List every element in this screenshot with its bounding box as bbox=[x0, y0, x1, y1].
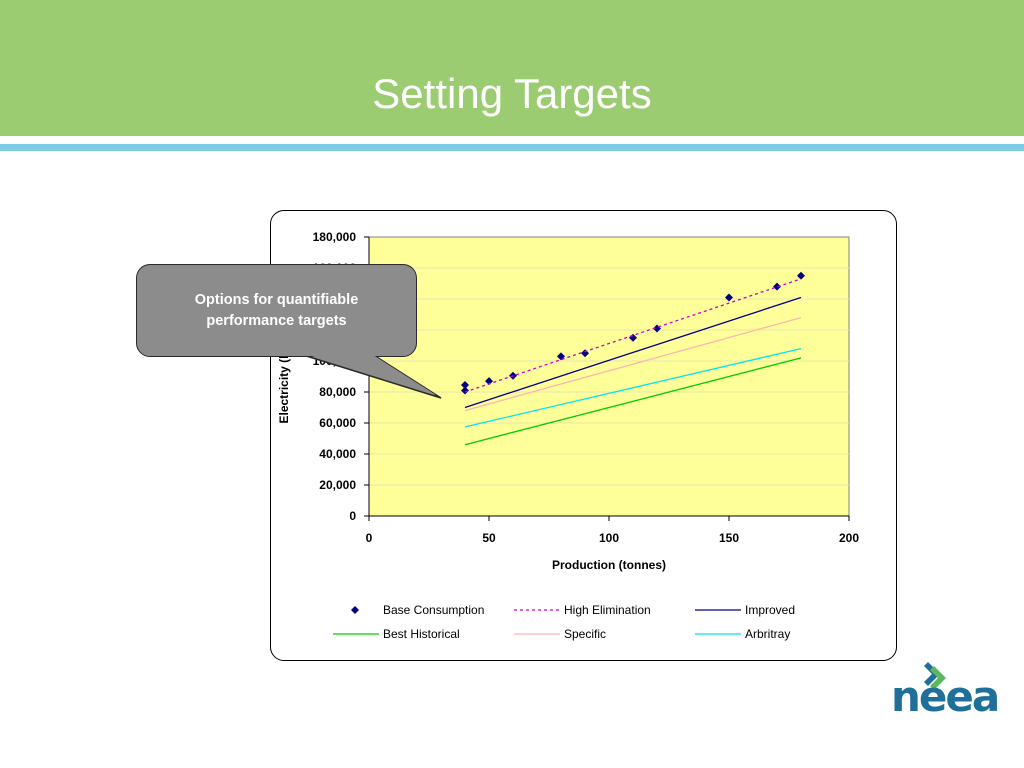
y-tick-label: 0 bbox=[349, 509, 356, 523]
header-band: Setting Targets bbox=[0, 0, 1024, 136]
data-point-base-consumption bbox=[461, 386, 469, 395]
data-point-base-consumption bbox=[725, 293, 733, 302]
neea-logo-icon bbox=[924, 662, 946, 690]
slide-title: Setting Targets bbox=[372, 70, 652, 117]
y-tick-label: 20,000 bbox=[319, 478, 356, 492]
legend-label-base-consumption: Base Consumption bbox=[383, 603, 484, 617]
series-line-improved bbox=[464, 296, 802, 409]
legend-label-arbritray: Arbritray bbox=[745, 627, 790, 641]
x-tick-label: 0 bbox=[366, 531, 373, 545]
x-tick-label: 50 bbox=[482, 531, 496, 545]
y-tick-label: 80,000 bbox=[319, 385, 356, 399]
series-line-high-elimination bbox=[464, 278, 802, 393]
y-tick-label: 40,000 bbox=[319, 447, 356, 461]
callout-text: Options for quantifiable performance tar… bbox=[194, 291, 359, 329]
series-line-arbritray bbox=[464, 347, 802, 428]
data-point-base-consumption bbox=[485, 377, 493, 386]
legend-label-specific: Specific bbox=[564, 627, 606, 641]
header-divider-white bbox=[0, 136, 1024, 144]
legend-label-high-elimination: High Elimination bbox=[564, 603, 651, 617]
y-tick-label: 180,000 bbox=[313, 230, 357, 244]
series-line-best-historical bbox=[464, 357, 802, 446]
plot-area bbox=[368, 236, 850, 517]
legend-label-improved: Improved bbox=[745, 603, 795, 617]
y-tick-label: 60,000 bbox=[319, 416, 356, 430]
x-tick-label: 200 bbox=[839, 531, 859, 545]
x-axis-title: Production (tonnes) bbox=[552, 558, 666, 572]
callout-box: Options for quantifiable performance tar… bbox=[136, 264, 417, 357]
header-divider-blue bbox=[0, 144, 1024, 151]
x-tick-label: 100 bbox=[599, 531, 619, 545]
x-tick-label: 150 bbox=[719, 531, 739, 545]
chart-frame: 020,00040,00060,00080,000100,000120,0001… bbox=[270, 210, 897, 661]
legend-label-best-historical: Best Historical bbox=[383, 627, 460, 641]
data-point-base-consumption bbox=[773, 282, 781, 291]
legend-marker-base-consumption bbox=[351, 606, 359, 614]
data-point-base-consumption bbox=[461, 381, 469, 390]
chart: 020,00040,00060,00080,000100,000120,0001… bbox=[277, 230, 859, 641]
data-point-base-consumption bbox=[797, 271, 805, 280]
neea-logo-text: neea bbox=[891, 672, 1000, 721]
series-line-specific bbox=[464, 316, 802, 412]
